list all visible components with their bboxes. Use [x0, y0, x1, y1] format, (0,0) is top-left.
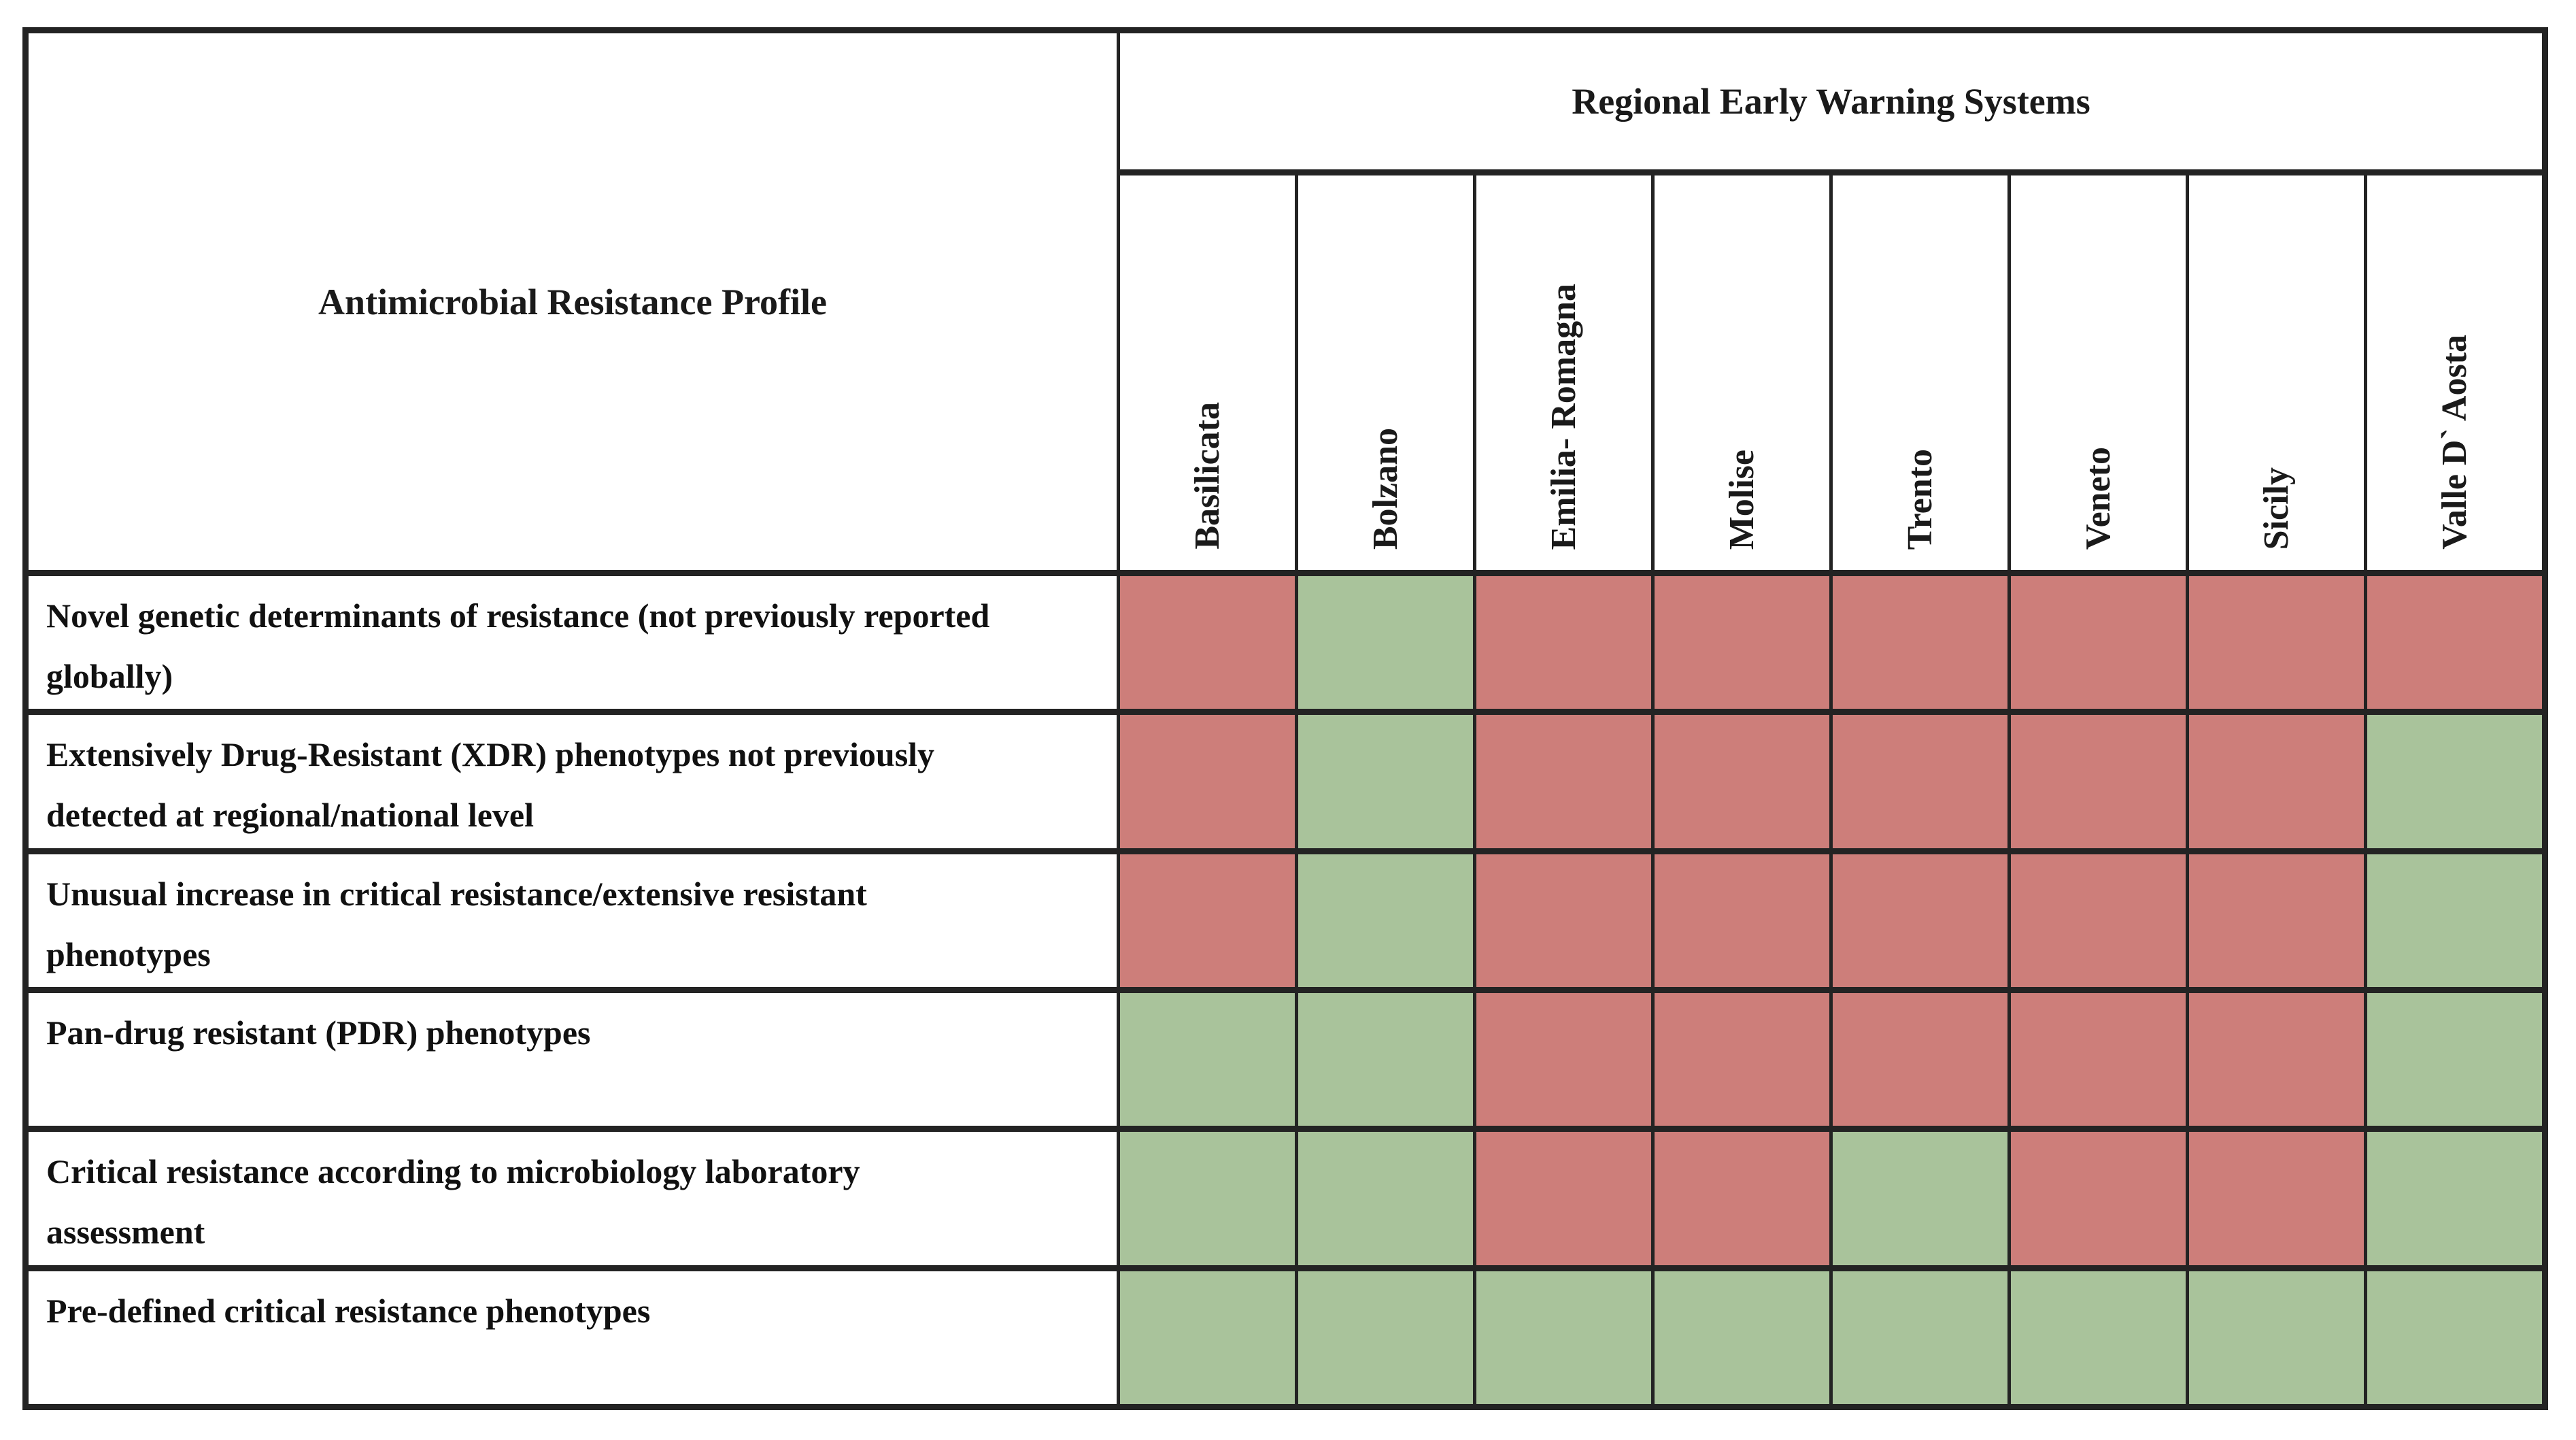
cell-valle-d-aosta-row3-green: [2367, 854, 2542, 987]
cell-sicily-row5-red: [2189, 1132, 2364, 1265]
cell-valle-d-aosta-row1-red: [2367, 576, 2542, 709]
cell-veneto-row1-red: [2011, 576, 2186, 709]
column-header-basilicata: Basilicata: [1120, 175, 1295, 570]
amr-early-warning-table: Antimicrobial Resistance Profile Regiona…: [22, 27, 2548, 1410]
cell-basilicata-row2-red: [1120, 715, 1295, 848]
cell-sicily-row4-red: [2189, 992, 2364, 1126]
cell-valle-d-aosta-row6-green: [2367, 1271, 2542, 1404]
row-label-pan-drug-resistant-pdr-phenotypes: Pan-drug resistant (PDR) phenotypes: [29, 992, 1117, 1126]
column-header-veneto: Veneto: [2011, 175, 2186, 570]
cell-sicily-row3-red: [2189, 854, 2364, 987]
cell-emilia-romagna-row4-red: [1476, 992, 1651, 1126]
row-label-novel-genetic-determinants-of-resistance: Novel genetic determinants of resistance…: [29, 576, 1117, 709]
cell-basilicata-row4-green: [1120, 992, 1295, 1126]
group-header: Regional Early Warning Systems: [1120, 33, 2542, 169]
column-header-label: Molise: [1723, 449, 1761, 550]
cell-trento-row1-red: [1833, 576, 2007, 709]
cell-molise-row6-green: [1655, 1271, 1829, 1404]
column-header-trento: Trento: [1833, 175, 2007, 570]
cell-molise-row2-red: [1655, 715, 1829, 848]
column-header-sicily: Sicily: [2189, 175, 2364, 570]
cell-veneto-row6-green: [2011, 1271, 2186, 1404]
column-header-label: Sicily: [2257, 467, 2296, 550]
cell-basilicata-row3-red: [1120, 854, 1295, 987]
cell-sicily-row6-green: [2189, 1271, 2364, 1404]
cell-basilicata-row1-red: [1120, 576, 1295, 709]
column-header-valle-d-aosta: Valle D` Aosta: [2367, 175, 2542, 570]
cell-emilia-romagna-row1-red: [1476, 576, 1651, 709]
column-header-emilia-romagna: Emilia- Romagna: [1476, 175, 1651, 570]
cell-trento-row6-green: [1833, 1271, 2007, 1404]
column-header-label: Valle D` Aosta: [2435, 335, 2474, 550]
cell-trento-row5-green: [1833, 1132, 2007, 1265]
column-header-bolzano: Bolzano: [1298, 175, 1473, 570]
cell-bolzano-row1-green: [1298, 576, 1473, 709]
column-header-label: Basilicata: [1188, 402, 1227, 550]
cell-molise-row4-red: [1655, 992, 1829, 1126]
cell-veneto-row3-red: [2011, 854, 2186, 987]
column-header-label: Veneto: [2079, 446, 2118, 550]
cell-veneto-row4-red: [2011, 992, 2186, 1126]
cell-bolzano-row3-green: [1298, 854, 1473, 987]
cell-basilicata-row6-green: [1120, 1271, 1295, 1404]
row-label-critical-resistance-according-to-microbi: Critical resistance according to microbi…: [29, 1132, 1117, 1265]
row-label-extensively-drug-resistant-xdr-phenotype: Extensively Drug-Resistant (XDR) phenoty…: [29, 715, 1117, 848]
corner-header: Antimicrobial Resistance Profile: [29, 33, 1117, 570]
cell-veneto-row5-red: [2011, 1132, 2186, 1265]
cell-emilia-romagna-row3-red: [1476, 854, 1651, 987]
cell-emilia-romagna-row2-red: [1476, 715, 1651, 848]
cell-emilia-romagna-row5-red: [1476, 1132, 1651, 1265]
column-header-label: Bolzano: [1366, 427, 1405, 550]
cell-trento-row3-red: [1833, 854, 2007, 987]
column-header-label: Trento: [1901, 448, 1939, 550]
cell-valle-d-aosta-row2-green: [2367, 715, 2542, 848]
cell-basilicata-row5-green: [1120, 1132, 1295, 1265]
row-label-pre-defined-critical-resistance-phenotyp: Pre-defined critical resistance phenotyp…: [29, 1271, 1117, 1404]
cell-valle-d-aosta-row4-green: [2367, 992, 2542, 1126]
cell-emilia-romagna-row6-green: [1476, 1271, 1651, 1404]
column-header-label: Emilia- Romagna: [1544, 283, 1583, 550]
cell-valle-d-aosta-row5-green: [2367, 1132, 2542, 1265]
cell-molise-row1-red: [1655, 576, 1829, 709]
cell-sicily-row1-red: [2189, 576, 2364, 709]
cell-sicily-row2-red: [2189, 715, 2364, 848]
cell-trento-row4-red: [1833, 992, 2007, 1126]
cell-molise-row3-red: [1655, 854, 1829, 987]
cell-bolzano-row2-green: [1298, 715, 1473, 848]
cell-bolzano-row5-green: [1298, 1132, 1473, 1265]
cell-molise-row5-red: [1655, 1132, 1829, 1265]
cell-bolzano-row6-green: [1298, 1271, 1473, 1404]
cell-trento-row2-red: [1833, 715, 2007, 848]
column-header-molise: Molise: [1655, 175, 1829, 570]
cell-veneto-row2-red: [2011, 715, 2186, 848]
cell-bolzano-row4-green: [1298, 992, 1473, 1126]
row-label-unusual-increase-in-critical-resistance-: Unusual increase in critical resistance/…: [29, 854, 1117, 987]
